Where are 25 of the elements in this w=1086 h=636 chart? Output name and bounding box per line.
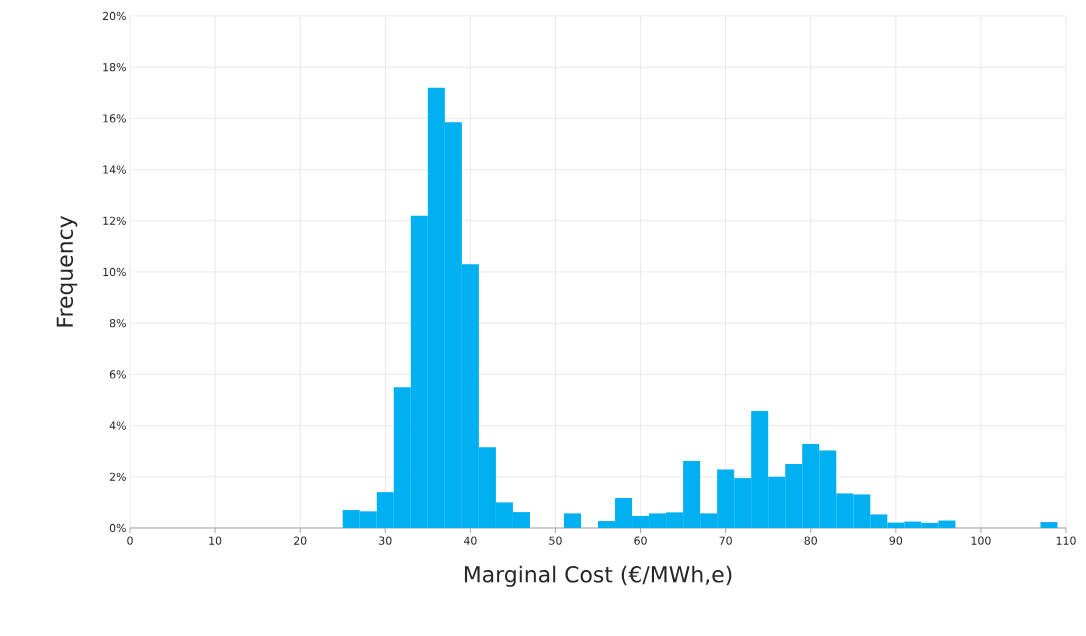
x-tick-label: 100 — [971, 536, 991, 545]
y-axis-title: Frequency — [56, 216, 78, 327]
y-tick-label: 6% — [109, 370, 126, 379]
y-tick-label: 2% — [109, 472, 126, 481]
y-tick-label: 0% — [109, 523, 126, 533]
x-tick-label: 70 — [719, 536, 732, 545]
x-tick-label: 30 — [379, 536, 392, 545]
y-tick-label: 14% — [103, 165, 126, 174]
y-tick-label: 12% — [103, 216, 126, 225]
y-tick-label: 4% — [109, 421, 126, 430]
y-tick-label: 20% — [102, 11, 126, 21]
x-tick-label: 10 — [209, 536, 222, 545]
x-tick-label: 20 — [294, 536, 307, 545]
y-tick-label: 10% — [103, 267, 126, 277]
x-tick-label: 80 — [804, 536, 817, 545]
x-axis-title: Marginal Cost (€/MWh,e) — [464, 565, 732, 587]
y-tick-label: 16% — [103, 114, 126, 123]
x-tick-label: 0 — [127, 536, 133, 545]
x-tick-label: 50 — [549, 536, 562, 545]
y-tick-label: 18% — [103, 63, 126, 72]
x-tick-label: 40 — [463, 536, 477, 545]
x-tick-label: 90 — [889, 536, 903, 545]
x-tick-label: 110 — [1056, 536, 1076, 545]
y-tick-label: 8% — [109, 319, 126, 328]
x-tick-label: 60 — [634, 536, 647, 545]
